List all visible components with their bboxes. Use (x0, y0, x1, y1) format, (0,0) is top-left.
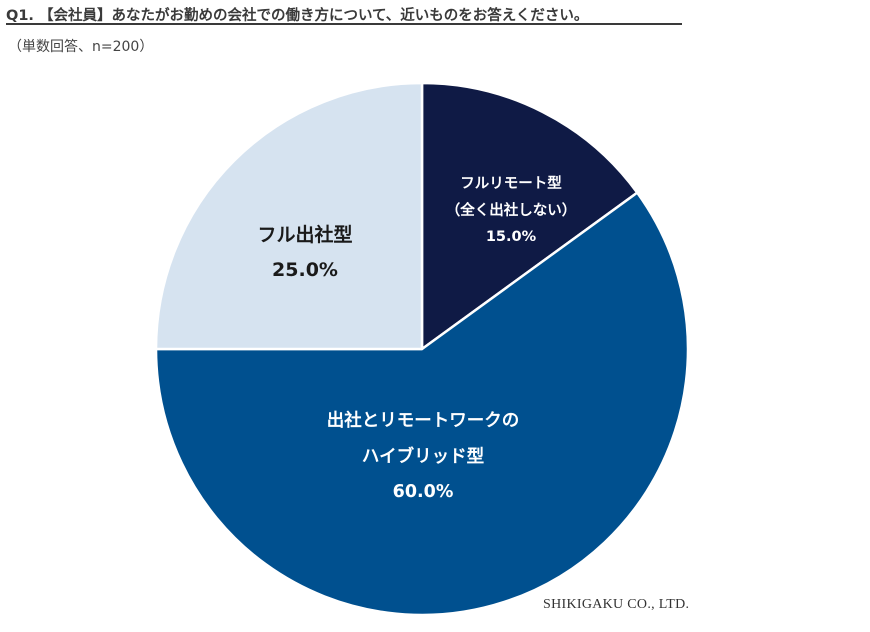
slice-label-remote: フルリモート型 （全く出社しない） 15.0% (446, 177, 577, 245)
label-text: （全く出社しない） (445, 202, 577, 219)
slice-label-office: フル出社型 25.0% (257, 226, 352, 280)
title-underline (6, 23, 682, 25)
pie-slice (420, 81, 639, 351)
label-text: 出社とリモートワークの (326, 411, 520, 431)
slice-label-hybrid: 出社とリモートワークの ハイブリッド型 60.0% (326, 411, 520, 502)
pie-slice (154, 81, 424, 351)
label-value: 15.0% (485, 229, 537, 245)
label-value: 25.0% (272, 259, 338, 281)
chart-title: Q1. 【会社員】あなたがお勤めの会社での働き方について、近いものをお答えくださ… (6, 8, 589, 24)
label-text: フル出社型 (257, 224, 353, 246)
company-credit: SHIKIGAKU CO., LTD. (543, 597, 690, 612)
label-text: フルリモート型 (460, 176, 562, 192)
label-value: 60.0% (392, 482, 454, 502)
chart-subtitle: （単数回答、n=200） (8, 39, 154, 55)
label-text: ハイブリッド型 (361, 446, 485, 467)
pie-slice (154, 191, 690, 617)
